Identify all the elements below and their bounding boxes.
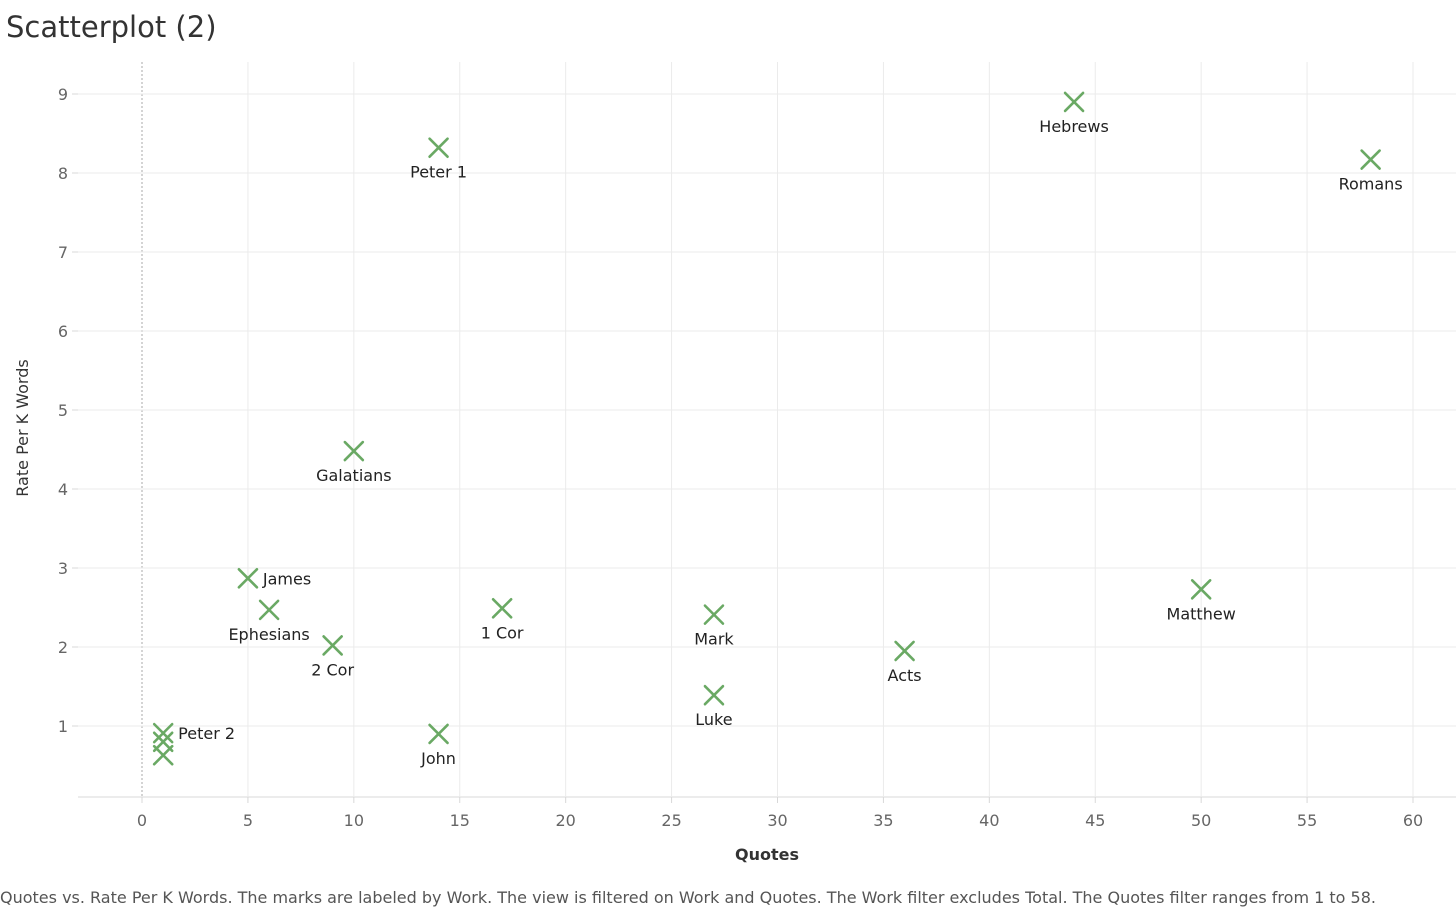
point-label: 2 Cor xyxy=(311,660,354,679)
y-tick-label: 4 xyxy=(58,480,68,499)
x-marker-stroke xyxy=(1063,91,1085,113)
data-point[interactable] xyxy=(703,684,725,706)
x-marker-stroke xyxy=(428,137,449,159)
x-tick-label: 20 xyxy=(555,811,575,830)
x-marker-stroke xyxy=(491,597,513,619)
y-tick-label: 3 xyxy=(58,559,68,578)
data-point[interactable] xyxy=(152,722,174,744)
data-point[interactable] xyxy=(428,137,449,159)
x-tick-label: 30 xyxy=(767,811,787,830)
y-tick-label: 7 xyxy=(58,243,68,262)
data-point[interactable] xyxy=(491,597,513,619)
y-tick-label: 9 xyxy=(58,85,68,104)
x-tick-label: 55 xyxy=(1297,811,1317,830)
grid-layer xyxy=(72,62,1456,803)
y-tick-label: 8 xyxy=(58,164,68,183)
y-tick-label: 1 xyxy=(58,717,68,736)
x-tick-label: 50 xyxy=(1191,811,1211,830)
x-marker-stroke xyxy=(343,440,365,462)
x-tick-label: 15 xyxy=(450,811,470,830)
data-point[interactable] xyxy=(894,640,915,662)
data-point[interactable] xyxy=(322,635,343,656)
x-marker-stroke xyxy=(258,599,280,621)
chart-title: Scatterplot (2) xyxy=(6,10,217,44)
y-tick-label: 5 xyxy=(58,401,68,420)
point-label: Peter 1 xyxy=(410,163,467,182)
x-marker-stroke xyxy=(428,723,449,745)
point-label: Peter 2 xyxy=(178,724,235,743)
data-point[interactable] xyxy=(1190,579,1212,600)
x-tick-label: 5 xyxy=(243,811,253,830)
point-label: Romans xyxy=(1339,175,1403,194)
point-label: Ephesians xyxy=(228,625,309,644)
x-marker-stroke xyxy=(703,684,725,706)
x-tick-label: 25 xyxy=(661,811,681,830)
data-point[interactable] xyxy=(258,599,280,621)
x-marker-stroke xyxy=(152,744,174,766)
data-point[interactable] xyxy=(152,744,174,766)
y-tick-label: 2 xyxy=(58,638,68,657)
x-marker-stroke xyxy=(237,567,259,589)
point-label: Acts xyxy=(888,666,922,685)
data-point[interactable] xyxy=(1360,149,1381,170)
chart-caption: Quotes vs. Rate Per K Words. The marks a… xyxy=(0,888,1376,907)
x-marker-stroke xyxy=(152,722,174,744)
x-tick-label: 0 xyxy=(137,811,147,830)
data-point[interactable] xyxy=(1063,91,1085,113)
data-point[interactable] xyxy=(343,440,365,462)
y-tick-label: 6 xyxy=(58,322,68,341)
data-point[interactable] xyxy=(703,604,725,625)
point-label: Matthew xyxy=(1167,604,1236,623)
x-marker-stroke xyxy=(894,640,915,662)
point-label: Luke xyxy=(695,710,732,729)
x-tick-label: 35 xyxy=(873,811,893,830)
point-label: 1 Cor xyxy=(481,623,524,642)
data-point[interactable] xyxy=(428,723,449,745)
point-label: James xyxy=(262,569,311,588)
x-axis-title: Quotes xyxy=(735,845,799,864)
x-marker-stroke xyxy=(1360,149,1381,170)
point-label: Galatians xyxy=(316,466,391,485)
y-axis-title: Rate Per K Words xyxy=(13,359,32,496)
x-marker-stroke xyxy=(703,604,725,625)
x-tick-label: 60 xyxy=(1403,811,1423,830)
x-tick-label: 10 xyxy=(344,811,364,830)
data-point[interactable] xyxy=(237,567,259,589)
x-tick-label: 40 xyxy=(979,811,999,830)
x-tick-label: 45 xyxy=(1085,811,1105,830)
x-marker-stroke xyxy=(322,635,343,656)
x-marker-stroke xyxy=(1190,579,1212,600)
point-label: John xyxy=(420,749,456,768)
point-label: Mark xyxy=(694,630,734,649)
point-label: Hebrews xyxy=(1039,117,1109,136)
points-layer: Hebrews Romans Peter 1 Galatians James Ephesi… xyxy=(152,91,1403,768)
